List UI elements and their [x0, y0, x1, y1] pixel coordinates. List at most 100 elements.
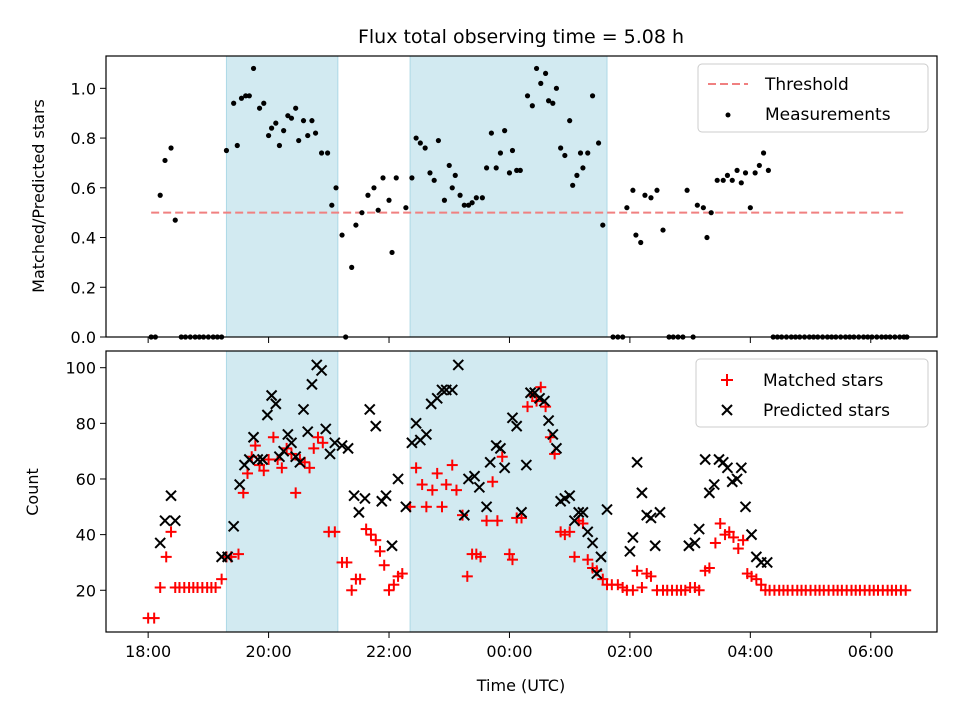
counts-legend: Matched stars Predicted stars	[695, 358, 929, 428]
measurement-point	[765, 167, 771, 173]
predicted-star-point	[473, 481, 486, 494]
predicted-star-point	[631, 456, 643, 468]
predicted-marker-b	[436, 384, 448, 396]
predicted-marker-b	[577, 506, 589, 519]
measurement-point	[273, 120, 279, 126]
x-tick-label: 04:00	[727, 642, 773, 661]
predicted-star-point	[256, 453, 269, 466]
predicted-star-point	[654, 506, 666, 519]
predicted-star-point	[699, 453, 711, 466]
matched-star-point	[383, 584, 395, 596]
predicted-star-point	[510, 420, 523, 432]
x-tick-label: 22:00	[366, 642, 412, 661]
predicted-star-point	[221, 551, 234, 563]
matched-star-point	[242, 467, 254, 479]
matched-star-point	[396, 568, 408, 580]
matched-star-point	[267, 431, 279, 443]
predicted-marker-b	[480, 501, 493, 513]
predicted-star-point	[538, 395, 551, 407]
measurement-point	[223, 147, 230, 154]
matched-star-point	[475, 551, 487, 563]
predicted-marker-b	[282, 428, 294, 441]
measurement-point	[300, 118, 307, 124]
matched-star-point	[249, 440, 261, 452]
matched-star-point	[329, 526, 341, 538]
measurement-point	[449, 185, 455, 191]
measurement-point	[562, 152, 568, 159]
predicted-marker-b	[154, 537, 166, 549]
measurement-point	[517, 167, 523, 173]
measurements-legend-swatch	[725, 112, 731, 118]
counts-legend-frame	[695, 358, 929, 428]
predicted-marker-b	[550, 442, 563, 455]
predicted-star-point	[563, 489, 576, 502]
counts-y-tick-label: 60	[76, 470, 96, 489]
observing-window-band	[225, 55, 339, 338]
counts-x-axis: 18:00 20:00 22:00 00:00 02:00 04:00 06:00	[125, 632, 894, 661]
matched-star-point	[341, 556, 353, 568]
counts-y-tick-label: 100	[65, 359, 96, 378]
measurement-point	[493, 165, 499, 171]
matched-star-point	[360, 523, 372, 535]
x-tick-label: 20:00	[246, 642, 292, 661]
predicted-marker-b	[473, 481, 486, 494]
predicted-marker-b	[320, 423, 332, 435]
matched-star-point	[378, 559, 390, 571]
measurement-point	[630, 187, 636, 193]
predicted-star-point	[649, 540, 661, 552]
predicted-star-point	[243, 453, 256, 466]
predicted-star-point	[380, 489, 392, 502]
matched-star-point	[431, 467, 443, 479]
predicted-star-point	[302, 425, 314, 438]
measurement-point	[729, 177, 735, 183]
measurement-point	[296, 137, 302, 144]
predicted-marker-b	[446, 384, 458, 396]
x-tick-label: 18:00	[125, 642, 171, 661]
predicted-star-point	[739, 501, 752, 513]
predicted-star-point	[572, 506, 585, 519]
predicted-star-point	[624, 545, 636, 558]
chart-title: Flux total observing time = 5.08 h	[358, 26, 684, 48]
matched-star-point	[727, 531, 739, 543]
matched-star-point	[636, 581, 648, 593]
predicted-marker-b	[353, 506, 365, 519]
predicted-marker-b	[636, 487, 648, 499]
measurement-point	[268, 125, 275, 131]
predicted-marker-b	[256, 453, 269, 466]
predicted-star-point	[547, 428, 559, 441]
measurement-point	[577, 150, 584, 156]
predicted-marker-b	[336, 439, 348, 452]
measurement-point	[312, 130, 319, 136]
matched-star-point	[582, 554, 594, 566]
predicted-star-point	[294, 456, 306, 468]
matched-legend-label: Matched stars	[763, 371, 883, 391]
predicted-marker-b	[285, 437, 298, 449]
predicted-marker-b	[494, 442, 507, 455]
predicted-star-point	[645, 512, 657, 524]
matched-star-point	[154, 581, 166, 593]
predicted-star-point	[586, 537, 599, 549]
measurement-point	[488, 130, 494, 136]
predicted-marker-b	[750, 551, 763, 563]
predicted-marker-b	[699, 453, 711, 466]
matched-star-point	[693, 584, 705, 596]
measurement-point	[660, 227, 666, 233]
matched-star-point	[737, 534, 749, 546]
predicted-star-point	[703, 487, 716, 499]
ratio-y-tick-label: 0.2	[71, 278, 96, 297]
predicted-marker-b	[329, 437, 341, 449]
predicted-marker-b	[261, 409, 274, 421]
matched-star-point	[709, 537, 721, 549]
measurement-point	[231, 100, 237, 106]
counts-y-tick-label: 80	[76, 414, 96, 433]
measurement-point	[738, 180, 744, 186]
predicted-marker-b	[533, 392, 546, 405]
measurement-point	[305, 132, 311, 139]
matched-star-point	[714, 517, 726, 529]
measurement-point	[469, 200, 475, 206]
predicted-star-point	[342, 442, 354, 455]
measurement-point	[417, 140, 423, 146]
matched-star-point	[627, 584, 639, 596]
predicted-marker-b	[595, 551, 607, 563]
predicted-star-point	[468, 470, 481, 482]
